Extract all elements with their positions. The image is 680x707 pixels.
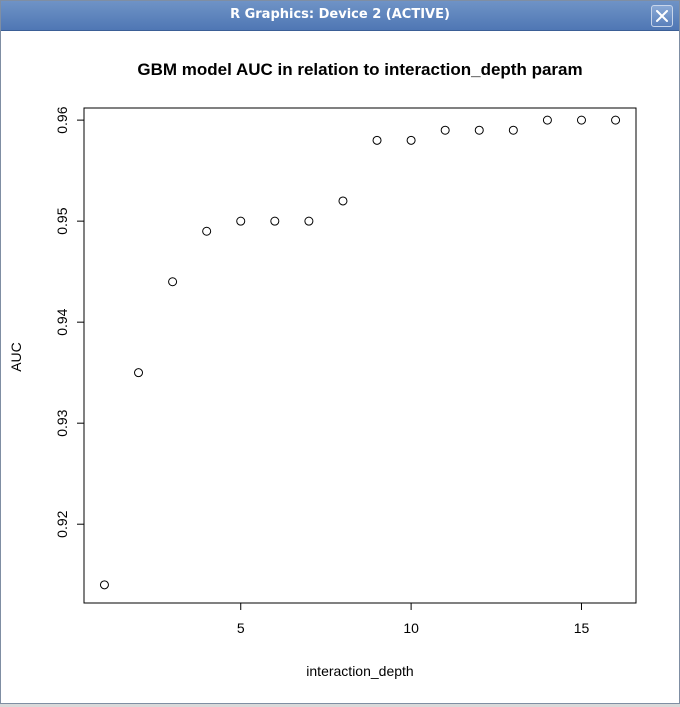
data-point [202, 226, 212, 236]
data-point [576, 115, 586, 125]
data-point [270, 216, 280, 226]
data-point [508, 125, 518, 135]
y-tick-label: 0.95 [54, 207, 70, 234]
y-tick-label: 0.93 [54, 409, 70, 436]
chart-title: GBM model AUC in relation to interaction… [137, 60, 582, 79]
plot-area: GBM model AUC in relation to interaction… [1, 31, 679, 703]
y-tick-label: 0.96 [54, 106, 70, 133]
y-axis: 0.92 0.93 0.94 0.95 0.96 [54, 106, 85, 538]
scatter-chart: GBM model AUC in relation to interaction… [8, 60, 637, 679]
y-axis-label: AUC [8, 342, 24, 372]
data-point [134, 368, 144, 378]
data-point [611, 115, 621, 125]
data-point [338, 196, 348, 206]
data-point [474, 125, 484, 135]
x-tick-label: 5 [237, 620, 245, 636]
data-point [304, 216, 314, 226]
data-point [372, 135, 382, 145]
y-tick-label: 0.94 [54, 308, 70, 335]
data-point [542, 115, 552, 125]
x-tick-label: 15 [574, 620, 590, 636]
data-point [440, 125, 450, 135]
x-axis: 5 10 15 [237, 602, 590, 636]
data-point [168, 277, 178, 287]
data-point [236, 216, 246, 226]
plot-box [83, 107, 637, 604]
x-tick-label: 10 [403, 620, 419, 636]
y-tick-label: 0.92 [54, 510, 70, 537]
title-bar[interactable]: R Graphics: Device 2 (ACTIVE) [1, 1, 679, 31]
close-button[interactable] [651, 5, 673, 27]
data-point [99, 580, 109, 590]
data-point [406, 135, 416, 145]
x-axis-label: interaction_depth [306, 663, 413, 679]
close-icon [656, 10, 668, 22]
data-points [99, 115, 621, 590]
window-title: R Graphics: Device 2 (ACTIVE) [230, 7, 450, 22]
